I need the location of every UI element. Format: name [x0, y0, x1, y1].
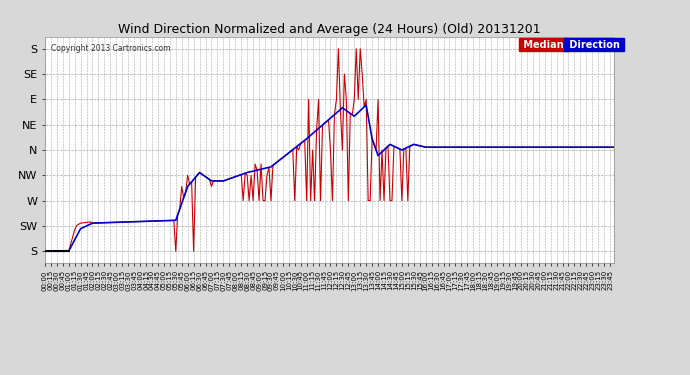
- Title: Wind Direction Normalized and Average (24 Hours) (Old) 20131201: Wind Direction Normalized and Average (2…: [118, 23, 541, 36]
- Text: Median: Median: [520, 40, 567, 50]
- Text: Direction: Direction: [566, 40, 623, 50]
- Text: Copyright 2013 Cartronics.com: Copyright 2013 Cartronics.com: [50, 44, 170, 53]
